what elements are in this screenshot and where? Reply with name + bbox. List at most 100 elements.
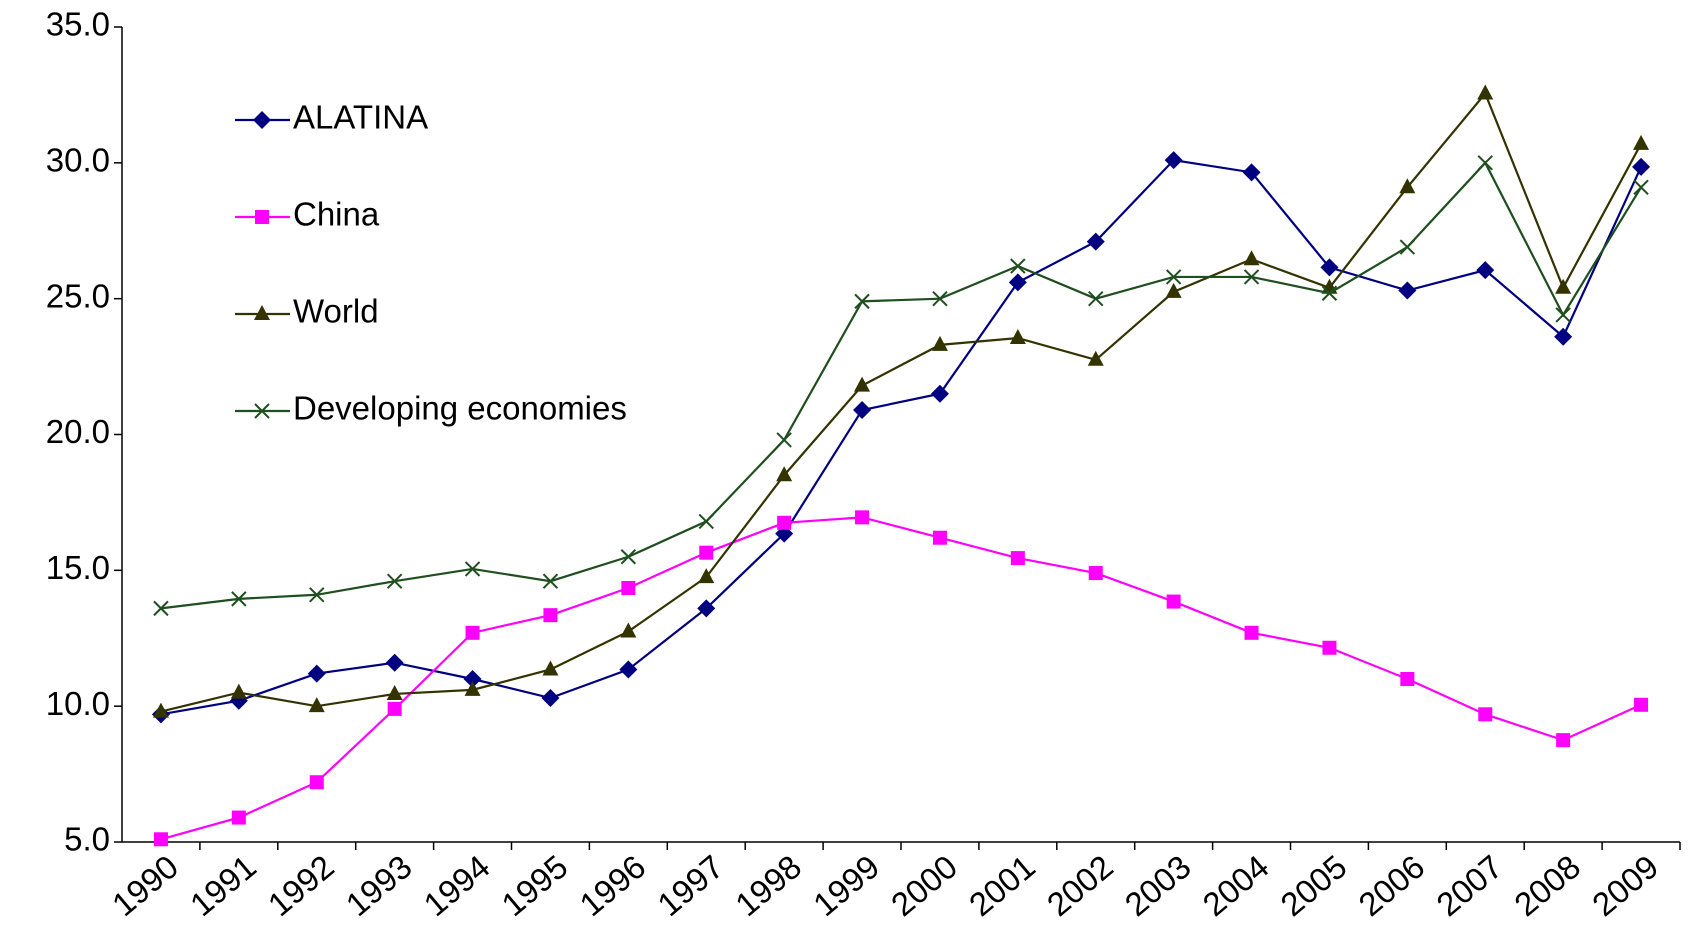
data-point <box>777 515 792 530</box>
x-tick-label: 2007 <box>1429 848 1509 924</box>
data-point <box>854 376 871 392</box>
data-point <box>463 670 482 688</box>
data-point <box>698 568 715 584</box>
legend: ALATINA China World Developing economies <box>235 99 627 427</box>
x-tick-label: 2001 <box>962 848 1042 924</box>
data-point <box>465 625 480 640</box>
y-tick-label: 35.0 <box>46 6 110 43</box>
data-point <box>1633 179 1649 195</box>
series-line <box>160 91 1643 713</box>
data-point <box>932 290 948 307</box>
data-point <box>386 573 403 589</box>
legend-label: World <box>293 293 379 330</box>
data-point <box>1010 551 1025 566</box>
data-point <box>1634 697 1649 712</box>
data-point <box>1165 269 1182 285</box>
data-point <box>542 573 559 589</box>
data-point <box>776 432 792 448</box>
y-tick-label: 30.0 <box>46 142 110 179</box>
x-tick-label: 2002 <box>1040 848 1120 924</box>
data-point <box>1088 290 1104 307</box>
data-point <box>1321 285 1338 301</box>
series-line <box>160 516 1642 841</box>
data-point <box>1554 327 1573 346</box>
data-point <box>542 660 559 676</box>
data-point <box>697 599 716 618</box>
data-point <box>1166 594 1181 609</box>
data-point <box>231 810 246 825</box>
data-point <box>1010 258 1026 274</box>
legend-marker <box>254 403 270 419</box>
series-line <box>160 158 1643 716</box>
data-point <box>932 530 947 545</box>
data-point <box>1243 250 1260 266</box>
data-point <box>854 293 870 310</box>
data-point <box>386 684 403 700</box>
series-line <box>160 160 1642 610</box>
data-point <box>1087 350 1104 366</box>
data-point <box>1320 258 1339 277</box>
x-tick-label: 2008 <box>1507 848 1587 924</box>
data-point <box>853 401 872 420</box>
data-point <box>621 580 636 595</box>
x-tick-label: 1998 <box>728 848 808 924</box>
data-point <box>1243 269 1260 285</box>
x-tick-label: 2004 <box>1196 848 1276 924</box>
x-tick-label: 1991 <box>183 848 263 924</box>
y-tick-label: 10.0 <box>46 685 110 722</box>
data-point <box>619 660 638 679</box>
data-point <box>541 689 560 708</box>
x-tick-label: 1993 <box>339 848 419 924</box>
data-point <box>698 513 714 530</box>
data-point <box>307 664 326 683</box>
x-tick-label: 1995 <box>495 848 575 924</box>
data-point <box>543 608 558 623</box>
data-point <box>1398 281 1417 300</box>
x-tick-label: 1999 <box>806 848 886 924</box>
data-point <box>1009 329 1026 345</box>
data-point <box>1632 157 1651 176</box>
x-tick-label: 2009 <box>1585 848 1665 924</box>
data-point <box>776 466 793 482</box>
data-point <box>1086 232 1105 251</box>
data-point <box>230 683 247 699</box>
data-point <box>308 697 325 713</box>
data-point <box>1322 640 1337 655</box>
y-tick-label: 20.0 <box>46 413 110 450</box>
y-tick-label: 25.0 <box>46 277 110 314</box>
data-point <box>1555 278 1572 294</box>
x-tick-label: 1997 <box>650 848 730 924</box>
legend-label: Developing economies <box>293 390 627 427</box>
data-point <box>930 384 949 403</box>
data-point <box>309 587 325 603</box>
legend-marker <box>254 305 270 320</box>
data-point <box>153 832 168 847</box>
data-point <box>1478 707 1493 722</box>
data-point <box>1165 282 1182 298</box>
x-tick-label: 2005 <box>1274 848 1354 924</box>
x-tick-label: 2006 <box>1351 848 1431 924</box>
data-point <box>1244 625 1259 640</box>
x-tick-label: 1990 <box>105 848 185 924</box>
x-tick-label: 1992 <box>261 848 341 924</box>
data-point <box>153 600 169 617</box>
data-point <box>464 680 481 696</box>
y-tick-label: 5.0 <box>64 821 110 858</box>
data-point <box>152 702 169 718</box>
data-point <box>231 591 247 607</box>
data-point <box>1477 155 1493 171</box>
data-point <box>1476 261 1495 280</box>
legend-label: ALATINA <box>293 99 428 136</box>
legend-label: China <box>293 196 380 233</box>
data-point <box>464 561 481 577</box>
data-point <box>1088 566 1103 581</box>
data-point <box>620 549 637 565</box>
data-point <box>620 622 637 638</box>
data-point <box>1556 733 1571 748</box>
x-tick-label: 2003 <box>1118 848 1198 924</box>
data-point <box>1242 163 1261 182</box>
data-point <box>385 653 404 672</box>
x-tick-label: 1996 <box>572 848 652 924</box>
data-point <box>1477 84 1494 100</box>
